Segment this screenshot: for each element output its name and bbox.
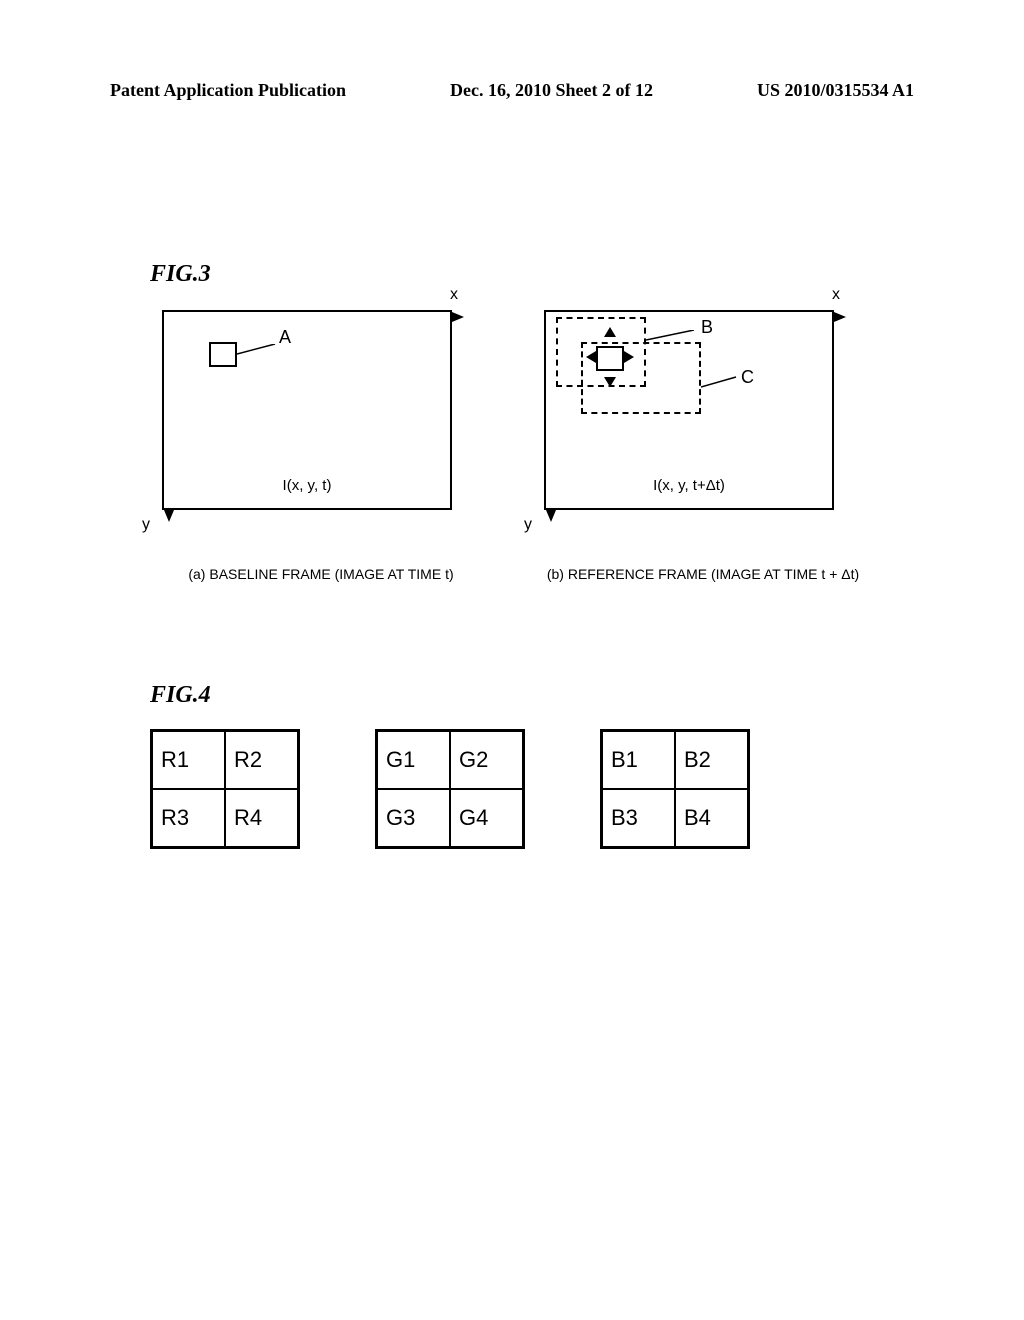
label-a: A bbox=[279, 327, 291, 348]
search-arrows-icon bbox=[586, 327, 646, 397]
header-left: Patent Application Publication bbox=[110, 80, 346, 101]
axis-y-arrow-icon-b bbox=[544, 510, 558, 530]
cell-g1: G1 bbox=[377, 731, 450, 789]
fig3-panel-b: B C I(x, y, t+Δt) x y (b) REFERENCE FRAM… bbox=[532, 298, 874, 582]
cell-g4: G4 bbox=[450, 789, 523, 847]
cell-r1: R1 bbox=[152, 731, 225, 789]
header-right: US 2010/0315534 A1 bbox=[757, 80, 914, 101]
cell-b1: B1 bbox=[602, 731, 675, 789]
cell-b3: B3 bbox=[602, 789, 675, 847]
fig4-grid-g: G1 G2 G3 G4 bbox=[375, 729, 525, 849]
fig3-title: FIG.3 bbox=[150, 261, 874, 288]
fig4-container: R1 R2 R3 R4 G1 G2 G3 G4 B1 B2 B3 B4 bbox=[150, 729, 874, 849]
axis-y-arrow-icon bbox=[162, 510, 176, 530]
cell-g2: G2 bbox=[450, 731, 523, 789]
cell-r2: R2 bbox=[225, 731, 298, 789]
cell-b2: B2 bbox=[675, 731, 748, 789]
main-content: FIG.3 A I(x, y, t) x bbox=[0, 261, 1024, 849]
cell-g3: G3 bbox=[377, 789, 450, 847]
formula-b: I(x, y, t+Δt) bbox=[653, 477, 725, 494]
caption-b: (b) REFERENCE FRAME (IMAGE AT TIME t + Δ… bbox=[532, 566, 874, 582]
label-c-connector bbox=[701, 375, 743, 390]
axis-x-arrow-icon bbox=[452, 310, 472, 324]
fig4-grid-b: B1 B2 B3 B4 bbox=[600, 729, 750, 849]
block-a bbox=[209, 342, 237, 367]
axis-y-label-b: y bbox=[524, 516, 532, 534]
axis-x-label-b: x bbox=[832, 286, 840, 304]
label-a-connector bbox=[237, 344, 282, 364]
header-center: Dec. 16, 2010 Sheet 2 of 12 bbox=[450, 80, 653, 101]
cell-r3: R3 bbox=[152, 789, 225, 847]
fig3-frame-b-wrapper: B C I(x, y, t+Δt) x y bbox=[532, 298, 852, 558]
label-c: C bbox=[741, 367, 754, 388]
fig4-grid-r: R1 R2 R3 R4 bbox=[150, 729, 300, 849]
page-header: Patent Application Publication Dec. 16, … bbox=[0, 0, 1024, 101]
axis-y-label-a: y bbox=[142, 516, 150, 534]
fig3-frame-a: A I(x, y, t) bbox=[162, 310, 452, 510]
formula-a: I(x, y, t) bbox=[283, 477, 332, 494]
fig4-title: FIG.4 bbox=[150, 682, 874, 709]
fig3-frame-a-wrapper: A I(x, y, t) x y bbox=[150, 298, 470, 558]
label-b: B bbox=[701, 317, 713, 338]
label-b-connector bbox=[646, 330, 701, 345]
axis-x-label-a: x bbox=[450, 286, 458, 304]
fig3-container: A I(x, y, t) x y (a) BASELINE FRAME (IMA… bbox=[150, 298, 874, 582]
fig3-frame-b: B C I(x, y, t+Δt) bbox=[544, 310, 834, 510]
caption-a: (a) BASELINE FRAME (IMAGE AT TIME t) bbox=[150, 566, 492, 582]
cell-r4: R4 bbox=[225, 789, 298, 847]
fig3-panel-a: A I(x, y, t) x y (a) BASELINE FRAME (IMA… bbox=[150, 298, 492, 582]
cell-b4: B4 bbox=[675, 789, 748, 847]
axis-x-arrow-icon-b bbox=[834, 310, 854, 324]
